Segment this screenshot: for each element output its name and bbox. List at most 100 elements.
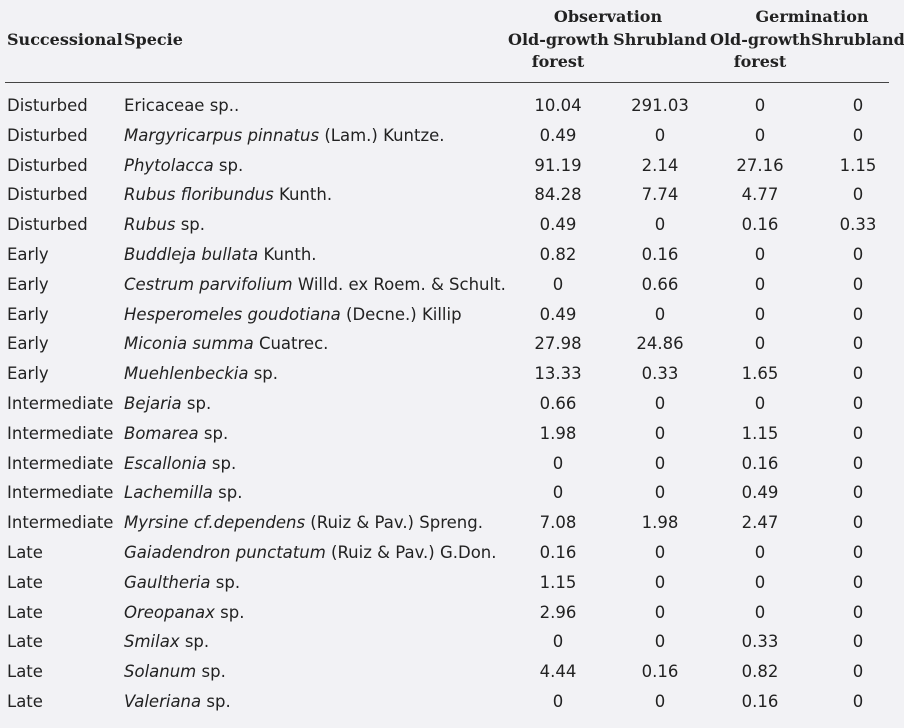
successional-cell: Late bbox=[7, 632, 43, 652]
species-name: Escallonia bbox=[124, 453, 207, 473]
obs-shrubland-value: 0 bbox=[654, 602, 666, 622]
species-cell: Rubus floribundus Kunth. bbox=[124, 180, 332, 210]
obs-old-growth-value: 13.33 bbox=[534, 364, 582, 384]
species-authority: Willd. ex Roem. & Schult. bbox=[292, 274, 506, 294]
obs-shrubland-value: 0 bbox=[654, 215, 666, 235]
species-cell: Bomarea sp. bbox=[124, 419, 228, 449]
table-row: Early Hesperomeles goudotiana (Decne.) Ki… bbox=[0, 300, 904, 330]
species-name: Smilax bbox=[124, 632, 180, 652]
ger-shrubland-value: 0 bbox=[852, 304, 864, 324]
successional-cell: Late bbox=[7, 572, 43, 592]
obs-old-growth-value: 2.96 bbox=[539, 602, 577, 622]
ger-shrubland-value: 0 bbox=[852, 453, 864, 473]
header-obs-shrubland: Shrubland bbox=[613, 30, 707, 49]
ger-old-growth-value: 1.65 bbox=[741, 364, 779, 384]
obs-shrubland-value: 0.16 bbox=[641, 244, 679, 264]
successional-cell: Early bbox=[7, 274, 49, 294]
species-cell: Margyricarpus pinnatus (Lam.) Kuntze. bbox=[124, 121, 445, 151]
successional-cell: Late bbox=[7, 542, 43, 562]
species-authority: (Ruiz & Pav.) G.Don. bbox=[325, 542, 497, 562]
header-observation: Observation bbox=[553, 7, 663, 26]
species-cell: Oreopanax sp. bbox=[124, 598, 245, 628]
obs-old-growth-value: 0.49 bbox=[539, 304, 577, 324]
species-name: Hesperomeles goudotiana bbox=[124, 304, 341, 324]
table-row: Late Gaiadendron punctatum (Ruiz & Pav.) … bbox=[0, 538, 904, 568]
table-row: Intermediate Lachemilla sp. 0 0 0.49 0 bbox=[0, 478, 904, 508]
species-cell: Phytolacca sp. bbox=[124, 151, 243, 181]
obs-shrubland-value: 0 bbox=[654, 542, 666, 562]
table-row: Early Muehlenbeckia sp. 13.33 0.33 1.65 0 bbox=[0, 359, 904, 389]
species-authority: sp. bbox=[213, 155, 244, 175]
successional-cell: Intermediate bbox=[7, 423, 114, 443]
header-divider bbox=[5, 82, 889, 83]
obs-shrubland-value: 0.16 bbox=[641, 662, 679, 682]
table-row: Disturbed Margyricarpus pinnatus (Lam.) K… bbox=[0, 121, 904, 151]
obs-old-growth-value: 1.15 bbox=[539, 572, 577, 592]
ger-old-growth-value: 1.15 bbox=[741, 423, 779, 443]
table-row: Intermediate Escallonia sp. 0 0 0.16 0 bbox=[0, 449, 904, 479]
species-name: Cestrum parvifolium bbox=[124, 274, 293, 294]
successional-cell: Disturbed bbox=[7, 185, 88, 205]
header-successional: Successional bbox=[7, 30, 123, 49]
species-cell: Cestrum parvifolium Willd. ex Roem. & Sc… bbox=[124, 270, 506, 300]
header-germination: Germination bbox=[755, 7, 869, 26]
species-name: Bomarea bbox=[124, 423, 199, 443]
species-cell: Valeriana sp. bbox=[124, 687, 231, 717]
obs-old-growth-value: 1.98 bbox=[539, 423, 577, 443]
ger-old-growth-value: 0.16 bbox=[741, 453, 779, 473]
table-row: Early Cestrum parvifolium Willd. ex Roem.… bbox=[0, 270, 904, 300]
obs-shrubland-value: 7.74 bbox=[641, 185, 679, 205]
ger-shrubland-value: 0 bbox=[852, 185, 864, 205]
table-row: Disturbed Ericaceae sp.. 10.04 291.03 0 0 bbox=[0, 91, 904, 121]
obs-old-growth-value: 91.19 bbox=[534, 155, 582, 175]
ger-old-growth-value: 0.82 bbox=[741, 662, 779, 682]
ger-shrubland-value: 0 bbox=[852, 334, 864, 354]
species-cell: Miconia summa Cuatrec. bbox=[124, 329, 328, 359]
obs-old-growth-value: 0.49 bbox=[539, 215, 577, 235]
species-name: Margyricarpus pinnatus bbox=[124, 125, 320, 145]
header-specie: Specie bbox=[124, 30, 183, 49]
table-row: Early Buddleja bullata Kunth. 0.82 0.16 0 0 bbox=[0, 240, 904, 270]
species-authority: sp. bbox=[248, 364, 279, 384]
species-authority: (Lam.) Kuntze. bbox=[319, 125, 445, 145]
ger-shrubland-value: 0 bbox=[852, 513, 864, 533]
table-row: Late Smilax sp. 0 0 0.33 0 bbox=[0, 627, 904, 657]
table-row: Intermediate Bomarea sp. 1.98 0 1.15 0 bbox=[0, 419, 904, 449]
ger-old-growth-value: 0.16 bbox=[741, 691, 779, 711]
ger-old-growth-value: 0 bbox=[754, 602, 766, 622]
ger-old-growth-value: 0 bbox=[754, 542, 766, 562]
successional-cell: Early bbox=[7, 304, 49, 324]
obs-shrubland-value: 0 bbox=[654, 393, 666, 413]
header-obs-old-growth: Old-growth bbox=[508, 30, 609, 49]
obs-shrubland-value: 0 bbox=[654, 453, 666, 473]
obs-old-growth-value: 0 bbox=[552, 691, 564, 711]
ger-old-growth-value: 0 bbox=[754, 244, 766, 264]
species-cell: Escallonia sp. bbox=[124, 449, 236, 479]
species-name: Solanum bbox=[124, 662, 197, 682]
obs-shrubland-value: 0 bbox=[654, 483, 666, 503]
obs-shrubland-value: 0.33 bbox=[641, 364, 679, 384]
species-authority: (Decne.) Killip bbox=[340, 304, 462, 324]
species-authority: sp. bbox=[179, 632, 210, 652]
species-cell: Hesperomeles goudotiana (Decne.) Killip bbox=[124, 300, 462, 330]
successional-cell: Early bbox=[7, 334, 49, 354]
ger-old-growth-value: 0.49 bbox=[741, 483, 779, 503]
table-row: Intermediate Bejaria sp. 0.66 0 0 0 bbox=[0, 389, 904, 419]
successional-cell: Late bbox=[7, 602, 43, 622]
species-cell: Solanum sp. bbox=[124, 657, 226, 687]
obs-shrubland-value: 0.66 bbox=[641, 274, 679, 294]
successional-cell: Intermediate bbox=[7, 513, 114, 533]
obs-shrubland-value: 0 bbox=[654, 423, 666, 443]
species-cell: Ericaceae sp.. bbox=[124, 91, 239, 121]
species-authority: Kunth. bbox=[258, 244, 317, 264]
header-ger-old-growth: Old-growth bbox=[710, 30, 811, 49]
species-cell: Smilax sp. bbox=[124, 627, 209, 657]
obs-old-growth-value: 27.98 bbox=[534, 334, 582, 354]
table-row: Disturbed Rubus floribundus Kunth. 84.28 7.… bbox=[0, 180, 904, 210]
obs-old-growth-value: 0.66 bbox=[539, 393, 577, 413]
obs-shrubland-value: 24.86 bbox=[636, 334, 684, 354]
species-name: Valeriana bbox=[124, 691, 202, 711]
ger-old-growth-value: 0 bbox=[754, 274, 766, 294]
ger-shrubland-value: 0 bbox=[852, 572, 864, 592]
table-row: Disturbed Phytolacca sp. 91.19 2.14 27.16 1.1… bbox=[0, 151, 904, 181]
